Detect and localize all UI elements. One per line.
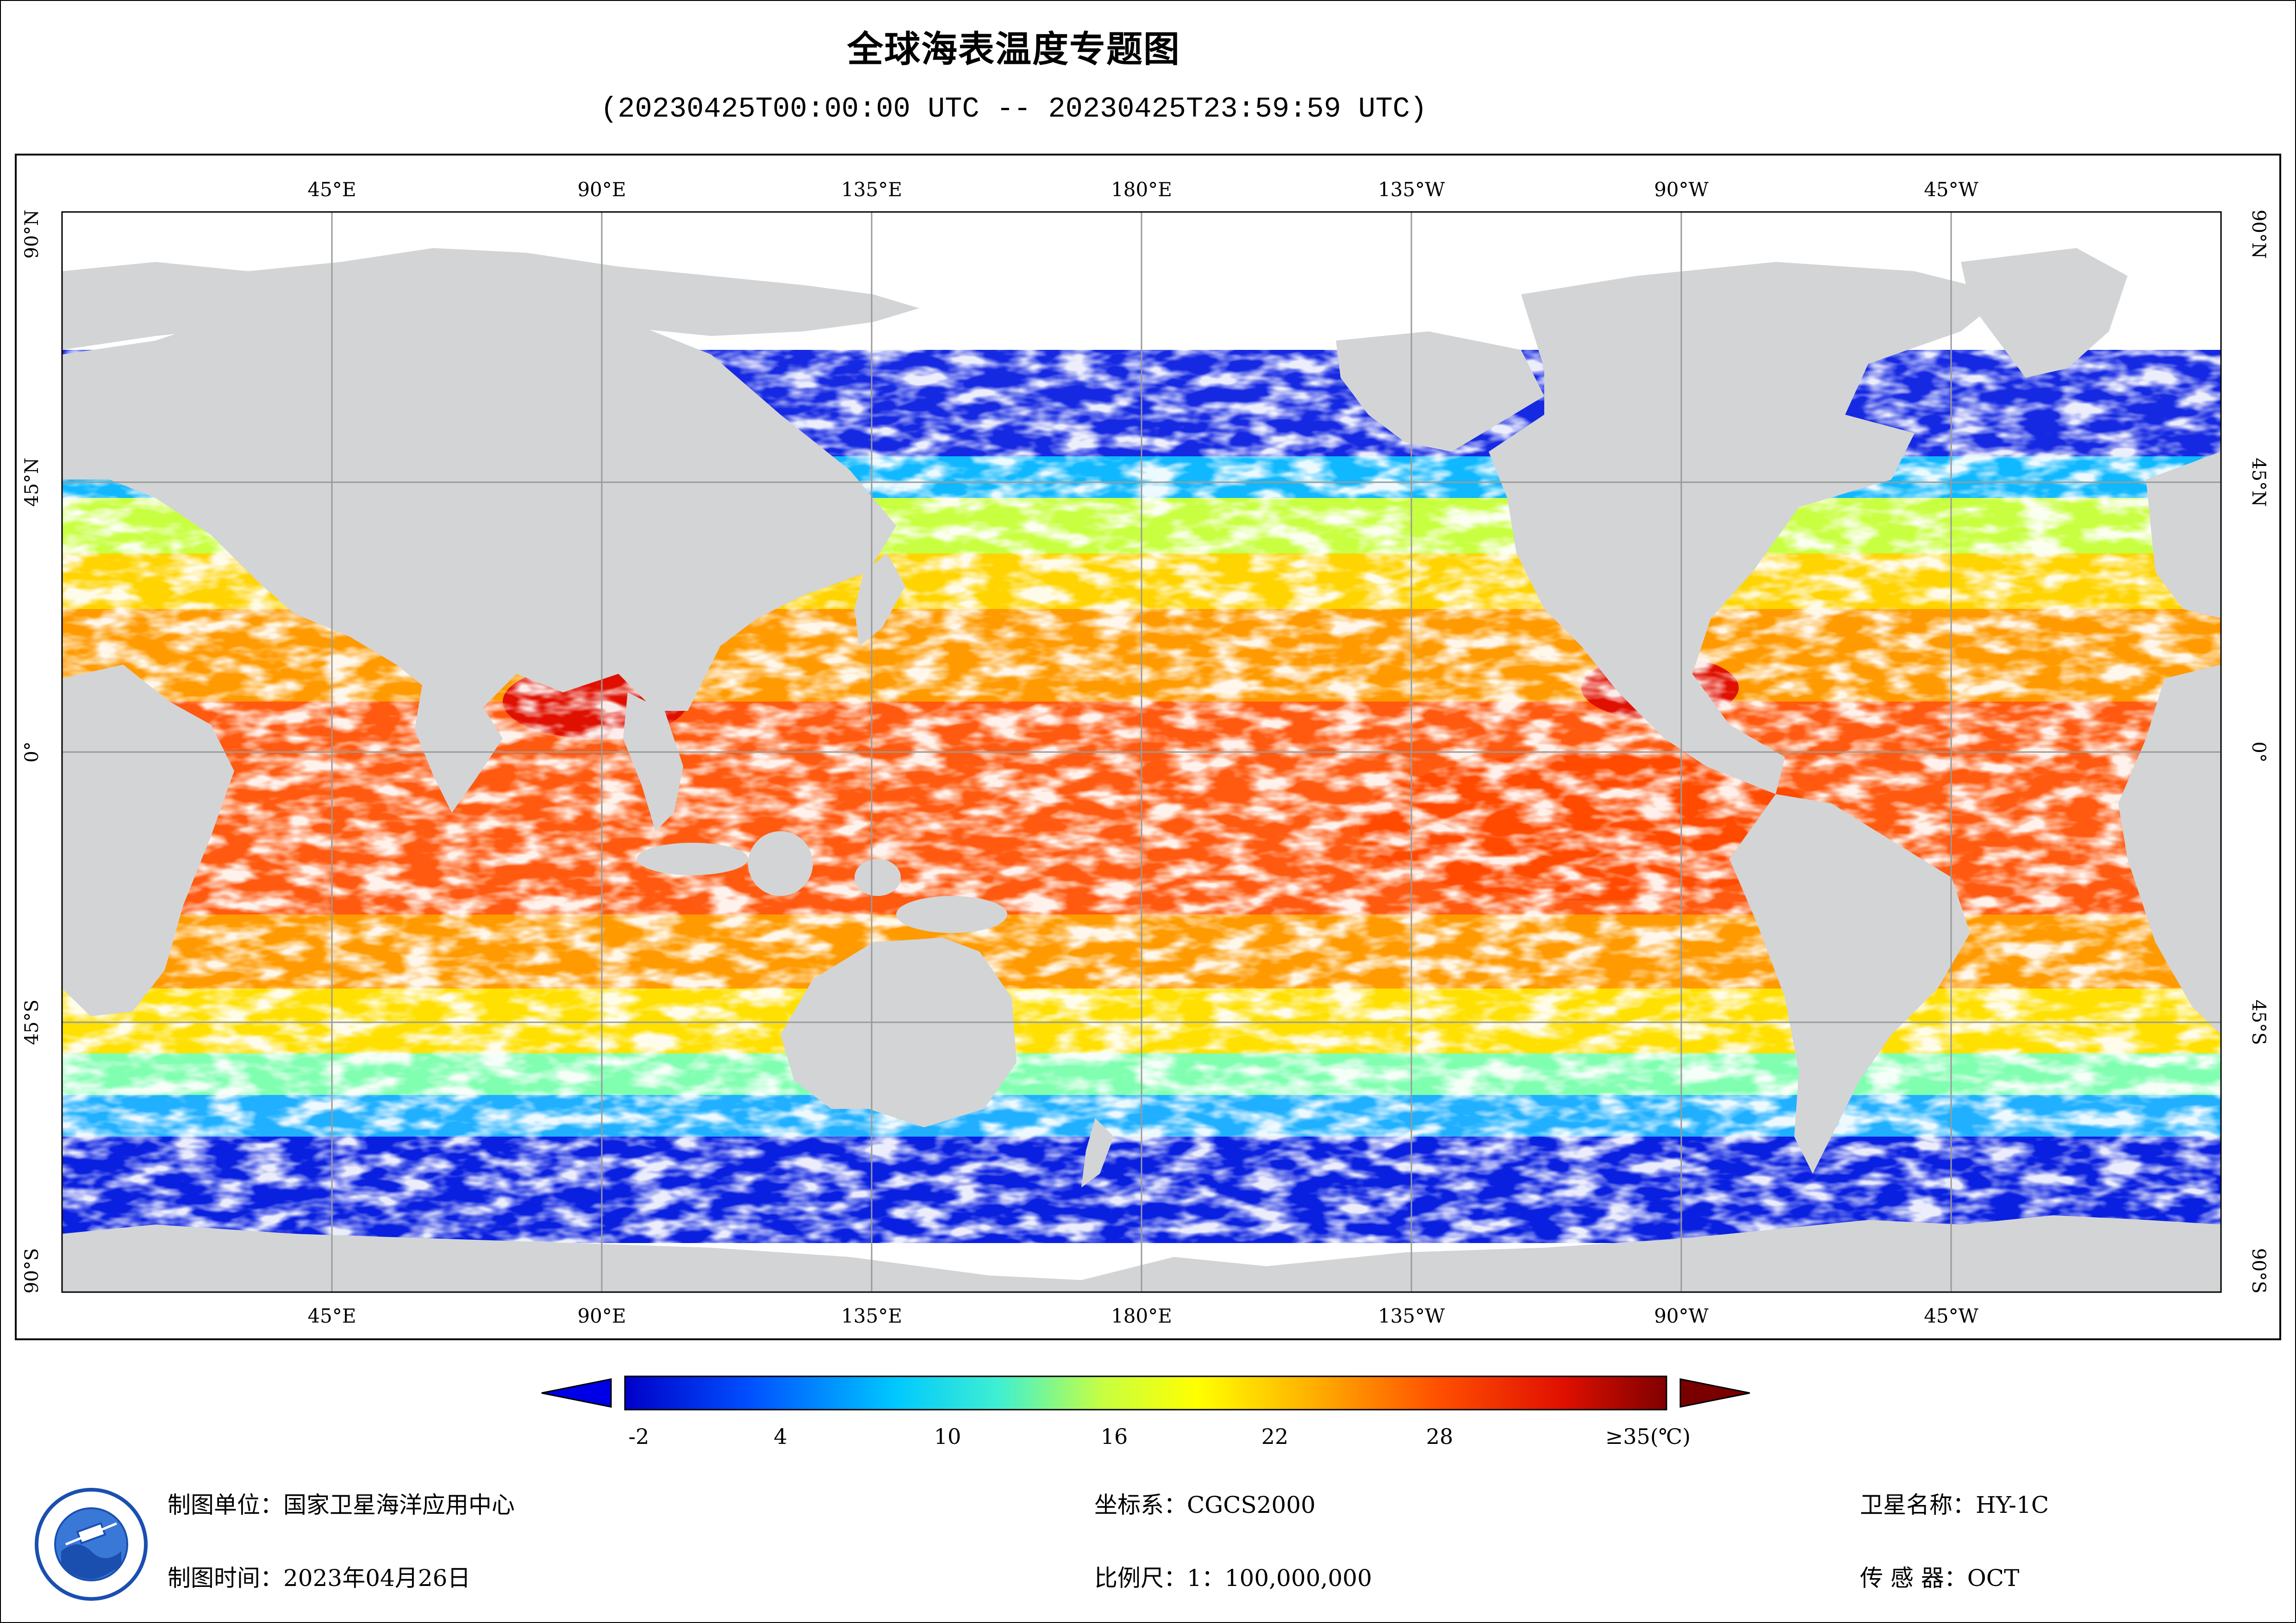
colorbar-tick: 16 — [1101, 1424, 1128, 1449]
lon-label-bottom: 45°W — [1924, 1305, 1978, 1327]
lon-label-bottom: 45°E — [307, 1305, 356, 1327]
colorbar-gradient — [624, 1375, 1667, 1411]
lon-label-top: 90°E — [577, 178, 626, 201]
lat-label-left: 0° — [21, 741, 43, 762]
lat-label-right: 45°N — [2248, 458, 2269, 507]
colorbar-tick: 28 — [1426, 1424, 1454, 1449]
map-scale: 比例尺：1：100,000,000 — [1094, 1565, 1372, 1592]
lon-label-bottom: 90°E — [577, 1305, 626, 1327]
map-frame: 45°E 90°E 135°E 180°E 135°W 90°W 45°W 45… — [15, 154, 2281, 1340]
colorbar-tick: ≥35(℃) — [1605, 1424, 1691, 1449]
lon-label-bottom: 135°W — [1378, 1305, 1445, 1327]
lat-label-left: 45°S — [21, 1000, 43, 1045]
lon-label-top: 90°W — [1654, 178, 1709, 201]
lon-label-top: 135°E — [841, 178, 902, 201]
colorbar-tick: 4 — [774, 1424, 787, 1449]
sensor-name: 传 感 器：OCT — [1860, 1565, 2020, 1592]
colorbar-tick: 10 — [934, 1424, 961, 1449]
lon-label-top: 135°W — [1378, 178, 1445, 201]
colorbar: -2 4 10 16 22 28 ≥35(℃) — [541, 1375, 1750, 1449]
sst-map[interactable]: 45°E 90°E 135°E 180°E 135°W 90°W 45°W 45… — [17, 155, 2279, 1338]
plot-border — [61, 211, 2222, 1293]
lon-label-bottom: 135°E — [841, 1305, 902, 1327]
graticule — [62, 212, 2221, 1292]
lon-label-top: 45°E — [307, 178, 356, 201]
map-date: 制图时间：2023年04月26日 — [168, 1565, 471, 1592]
lat-label-right: 0° — [2248, 741, 2269, 762]
lon-label-top: 45°W — [1924, 178, 1978, 201]
time-range: (20230425T00:00:00 UTC -- 20230425T23:59… — [600, 93, 1427, 125]
lat-label-right: 45°S — [2248, 1000, 2269, 1045]
lat-label-left: 45°N — [21, 458, 43, 507]
lat-label-right: 90°N — [2248, 210, 2269, 259]
coordinate-system: 坐标系：CGCS2000 — [1094, 1492, 1316, 1518]
lon-label-bottom: 90°W — [1654, 1305, 1709, 1327]
nsoas-logo-icon — [35, 1488, 148, 1601]
colorbar-min-arrow — [541, 1378, 612, 1408]
map-producer: 制图单位：国家卫星海洋应用中心 — [168, 1492, 515, 1518]
map-title: 全球海表温度专题图 — [847, 29, 1180, 70]
satellite-name: 卫星名称：HY-1C — [1860, 1492, 2049, 1518]
lat-label-left: 90°N — [21, 210, 43, 259]
lon-label-top: 180°E — [1111, 178, 1172, 201]
lon-label-bottom: 180°E — [1111, 1305, 1172, 1327]
colorbar-max-arrow — [1679, 1378, 1750, 1408]
colorbar-tick: 22 — [1261, 1424, 1289, 1449]
colorbar-tick: -2 — [629, 1424, 649, 1449]
lat-label-right: 90°S — [2248, 1248, 2269, 1293]
lat-label-left: 90°S — [21, 1248, 43, 1293]
